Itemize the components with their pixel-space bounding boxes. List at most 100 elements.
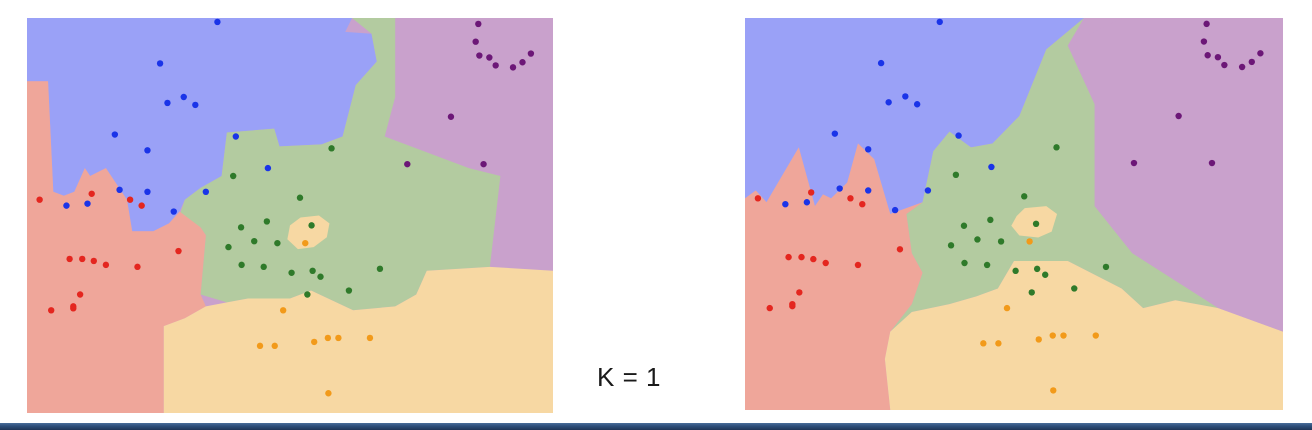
red-point [789, 302, 796, 310]
blue-point [116, 186, 123, 194]
red-point [175, 247, 182, 255]
blue-point [988, 163, 995, 171]
green-point [952, 171, 960, 178]
blue-point [924, 187, 932, 194]
training-points [754, 18, 1264, 394]
purple-point [1130, 159, 1138, 167]
purple-point [1221, 61, 1228, 69]
green-point [987, 216, 994, 224]
orange-point [1050, 387, 1057, 394]
orange-point [1003, 304, 1011, 312]
red-point [76, 291, 84, 298]
red-point [754, 195, 762, 202]
red-region [745, 143, 923, 410]
green-point [983, 261, 991, 269]
blue-point [865, 146, 872, 153]
orange-point [995, 340, 1002, 347]
purple-point [1175, 112, 1182, 120]
purple-point [486, 54, 493, 61]
orange-point [1060, 332, 1067, 339]
red-point [854, 261, 862, 269]
blue-point [891, 206, 899, 214]
red-point [807, 189, 815, 196]
red-point [859, 201, 866, 208]
red-point [798, 253, 805, 261]
green-point [1033, 265, 1041, 273]
red-region [27, 81, 206, 413]
blue-point [180, 93, 187, 101]
orange-point [1092, 332, 1099, 339]
orange-point [335, 334, 342, 342]
orange-point [1026, 238, 1033, 245]
region-fills [27, 18, 553, 413]
purple-point [1214, 54, 1222, 61]
green-point [263, 218, 271, 225]
blue-point [144, 147, 151, 154]
red-point [822, 259, 829, 267]
orange-point [271, 342, 278, 350]
red-point [796, 289, 803, 296]
green-point [961, 259, 968, 267]
red-point [138, 202, 145, 209]
decision-regions [745, 18, 1283, 410]
bottom-divider-bar [0, 423, 1312, 430]
red-point [102, 261, 110, 269]
green-point [1053, 144, 1060, 151]
green-point [328, 145, 335, 152]
red-point [785, 253, 792, 261]
orange-point [1049, 332, 1056, 339]
orange-point [980, 340, 987, 347]
blue-point [902, 93, 909, 100]
orange-point [256, 342, 264, 350]
green-point [238, 261, 245, 269]
purple-point [519, 59, 526, 66]
green-point [960, 222, 968, 229]
blue-point [264, 164, 272, 172]
green-point [1042, 271, 1049, 278]
purple-point [1248, 58, 1255, 66]
orange-point [325, 390, 332, 397]
blue-point [111, 131, 119, 138]
green-point [1021, 193, 1028, 200]
orange-point [279, 307, 287, 314]
purple-point [472, 38, 479, 45]
blue-region [27, 18, 377, 232]
purple-point [1257, 50, 1264, 57]
green-point [1102, 263, 1110, 271]
blue-point [831, 130, 839, 137]
blue-region [745, 18, 1084, 214]
purple-point [476, 52, 483, 59]
orange-point [1035, 336, 1042, 343]
green-point [317, 273, 324, 280]
decision-regions [27, 18, 553, 413]
blue-point [913, 101, 921, 108]
orange-island-region [287, 215, 330, 250]
region-fills [745, 18, 1283, 410]
blue-point [214, 18, 221, 26]
k-value-label: K = 1 [597, 362, 661, 392]
green-point [947, 242, 955, 249]
blue-point [782, 201, 789, 208]
red-point [66, 255, 73, 263]
orange-region [163, 266, 553, 413]
purple-point [1204, 52, 1211, 59]
orange-point [324, 334, 332, 342]
green-point [225, 243, 232, 251]
purple-point [1200, 38, 1208, 45]
green-point [274, 239, 281, 247]
green-point [1012, 267, 1019, 275]
green-point [376, 265, 384, 273]
blue-point [84, 200, 91, 207]
green-point [251, 237, 258, 245]
green-point [309, 267, 316, 274]
blue-point [955, 132, 962, 139]
red-point [90, 257, 98, 265]
purple-point [447, 113, 455, 120]
red-point [126, 196, 134, 203]
red-point [70, 305, 77, 312]
red-point [134, 263, 141, 271]
red-point [766, 304, 773, 312]
blue-point [836, 185, 843, 192]
knn-decision-map-k1-right [745, 18, 1283, 410]
blue-point [877, 59, 885, 67]
